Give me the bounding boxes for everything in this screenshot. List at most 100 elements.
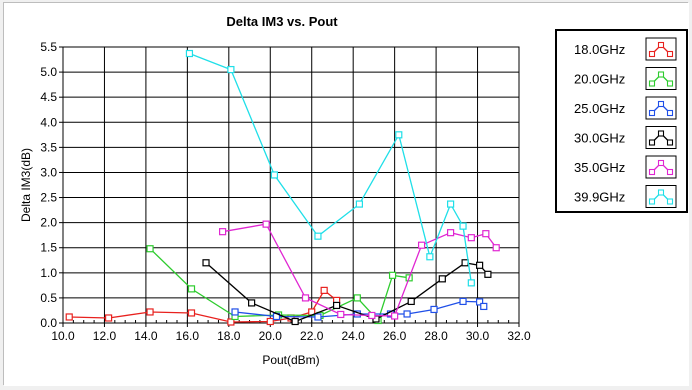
series-layer: [65, 49, 500, 326]
x-tick-label: 18.0: [217, 329, 241, 343]
legend-label: 25.0GHz: [574, 101, 625, 116]
data-point: [337, 310, 345, 319]
data-point: [219, 228, 227, 236]
legend: 18.0GHz 20.0GHz 25.0GHz 30.0GHz 35.0GHz 39.9G…: [555, 29, 688, 213]
legend-marker: [657, 130, 665, 137]
series-line: [189, 52, 472, 283]
data-point: [368, 311, 376, 320]
data-point: [65, 313, 73, 321]
data-point: [438, 275, 446, 283]
y-tick-label: 1.5: [40, 241, 57, 255]
y-axis-label: Delta IM3(dB): [19, 148, 33, 222]
legend-marker: [666, 168, 674, 176]
y-tick-label: 0.0: [40, 316, 57, 330]
data-point: [480, 302, 488, 311]
data-point: [187, 309, 196, 317]
data-point: [227, 318, 235, 326]
legend-marker: [666, 198, 674, 205]
x-tick-label: 20.0: [259, 329, 283, 343]
data-point: [417, 241, 426, 249]
y-tick-label: 4.0: [40, 115, 57, 129]
legend-label: 35.0GHz: [574, 160, 625, 175]
data-point: [447, 229, 455, 237]
y-tick-label: 5.0: [40, 65, 57, 79]
series-line: [234, 300, 485, 318]
chart-frame: Delta IM3 vs. Pout 10.0 12.0 14.0 16.0 18.0 2…: [3, 2, 689, 386]
legend-items: 18.0GHz 20.0GHz 25.0GHz 30.0GHz 35.0GHz 39.9G…: [574, 37, 677, 208]
series-35.0GHz: [219, 220, 500, 320]
data-point: [388, 271, 397, 279]
legend-item: 20.0GHz: [574, 67, 677, 90]
series-39.9GHz: [185, 49, 475, 287]
series-line: [205, 262, 489, 323]
y-tick-label: 4.5: [40, 90, 57, 104]
data-point: [459, 222, 467, 230]
chart-title: Delta IM3 vs. Pout: [226, 14, 338, 29]
data-point: [476, 298, 484, 306]
data-point: [447, 200, 455, 208]
data-point: [459, 297, 467, 306]
x-tick-label: 10.0: [51, 329, 75, 343]
data-point: [231, 308, 239, 316]
legend-label: 30.0GHz: [574, 131, 625, 146]
x-tick-label: 16.0: [176, 329, 200, 343]
legend-marker: [657, 41, 665, 49]
series-line: [69, 289, 338, 323]
data-point: [266, 317, 274, 326]
data-point: [355, 200, 363, 208]
legend-marker: [648, 109, 656, 117]
data-point: [467, 234, 475, 242]
legend-marker: [648, 50, 656, 58]
y-tick-label: 3.5: [40, 140, 57, 154]
data-point: [314, 313, 322, 321]
data-point: [146, 245, 154, 253]
legend-marker: [657, 100, 665, 108]
data-point: [391, 312, 399, 320]
data-point: [426, 253, 434, 261]
legend-marker: [648, 80, 656, 87]
legend-label: 39.9GHz: [574, 190, 625, 205]
data-point: [146, 308, 154, 316]
legend-marker: [648, 139, 656, 146]
data-point: [227, 65, 235, 74]
legend-marker: [666, 80, 674, 87]
y-tick-label: 0.5: [40, 291, 57, 305]
legend-item: 39.9GHz: [574, 185, 677, 208]
data-point: [353, 294, 361, 302]
data-point: [461, 259, 469, 267]
x-axis-label: Pout(dBm): [262, 353, 319, 367]
data-point: [248, 299, 256, 307]
legend-marker: [657, 159, 665, 167]
data-point: [270, 171, 279, 179]
legend-marker: [657, 189, 665, 196]
legend-item: 35.0GHz: [574, 155, 677, 179]
legend-label: 20.0GHz: [574, 72, 625, 87]
legend-marker: [666, 109, 674, 117]
y-tick-label: 1.0: [40, 266, 57, 280]
legend-marker: [657, 71, 665, 78]
data-point: [314, 232, 322, 240]
data-point: [482, 230, 490, 238]
y-tick-label: 3.0: [40, 165, 57, 179]
data-point: [187, 285, 196, 293]
x-tick-label: 32.0: [507, 329, 531, 343]
data-point: [395, 131, 403, 139]
data-point: [467, 279, 475, 287]
legend-item: 30.0GHz: [574, 126, 677, 149]
legend-marker: [666, 139, 674, 146]
data-point: [320, 286, 328, 294]
x-tick-label: 24.0: [342, 329, 366, 343]
x-tick-label: 14.0: [134, 329, 158, 343]
legend-marker: [648, 168, 656, 176]
legend-item: 25.0GHz: [574, 96, 677, 120]
legend-marker: [648, 198, 656, 205]
x-tick-label: 26.0: [383, 329, 407, 343]
data-point: [104, 314, 113, 322]
data-point: [202, 259, 210, 267]
data-point: [301, 294, 310, 302]
y-tick-label: 2.0: [40, 216, 57, 230]
data-point: [430, 305, 438, 314]
data-point: [476, 261, 484, 269]
axis-ticks: 10.0 12.0 14.0 16.0 18.0 20.0 22.0 24.0 26.0 28.0…: [40, 40, 531, 343]
data-point: [484, 270, 492, 278]
